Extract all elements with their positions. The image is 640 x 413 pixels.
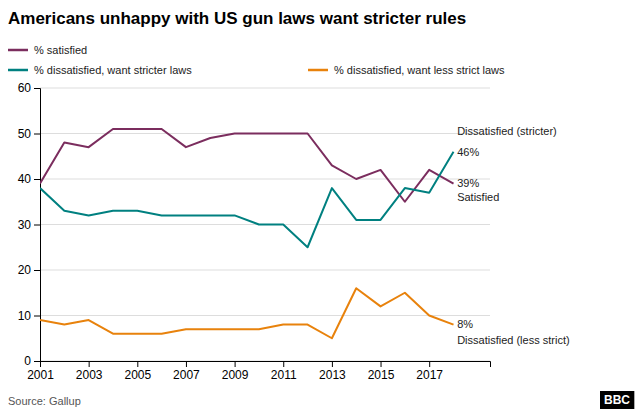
tick-mark bbox=[34, 179, 40, 180]
tick-label: 2013 bbox=[319, 368, 346, 382]
tick-label: 2015 bbox=[368, 368, 395, 382]
source: Source: Gallup bbox=[8, 395, 81, 407]
plot: 2001 2003 2005 2007 2009 2011 2013 2015 2017 0 10 2… bbox=[18, 81, 570, 381]
legend-label: % dissatisfied, want stricter laws bbox=[34, 64, 192, 76]
title: Americans unhappy with US gun laws want … bbox=[8, 9, 466, 28]
tick: 2011 bbox=[271, 361, 297, 382]
tick-mark bbox=[429, 361, 430, 367]
tick-label: 2011 bbox=[271, 368, 297, 382]
annotation: 39% bbox=[457, 177, 479, 189]
legend-swatch bbox=[308, 69, 328, 72]
tick: 60 bbox=[18, 81, 40, 95]
y-axis: 0 10 20 30 40 50 60 bbox=[18, 81, 41, 368]
tick-mark bbox=[34, 361, 40, 362]
x-axis: 2001 2003 2005 2007 2009 2011 2013 2015 2017 bbox=[27, 361, 490, 382]
logo: BBC bbox=[600, 391, 634, 409]
tick-label: 20 bbox=[18, 263, 32, 277]
tick-label: 40 bbox=[18, 172, 32, 186]
annotations: Dissatisfied (stricter) 46% 39% Satisfied 8%… bbox=[457, 125, 569, 346]
tick-mark bbox=[283, 361, 284, 367]
tick-mark bbox=[332, 361, 333, 367]
tick: 2005 bbox=[124, 361, 151, 382]
tick: 2001 bbox=[27, 361, 54, 382]
tick-label: 2009 bbox=[222, 368, 249, 382]
annotation: Satisfied bbox=[457, 191, 499, 203]
tick-mark bbox=[186, 361, 187, 367]
line bbox=[40, 152, 454, 248]
tick-label: 2003 bbox=[76, 368, 103, 382]
tick: 2003 bbox=[76, 361, 103, 382]
axis-line bbox=[34, 89, 41, 362]
tick-label: 2005 bbox=[124, 368, 151, 382]
tick-mark bbox=[89, 361, 90, 367]
annotation: 46% bbox=[457, 146, 479, 158]
tick-mark bbox=[235, 361, 236, 367]
annotation: Dissatisfied (stricter) bbox=[457, 125, 557, 137]
legend-item: % satisfied bbox=[8, 44, 87, 56]
tick-label: 2001 bbox=[27, 368, 54, 382]
tick: 2009 bbox=[222, 361, 249, 382]
legend: % satisfied % dissatisfied, want stricter… bbox=[8, 44, 505, 76]
tick-label: 10 bbox=[18, 309, 32, 323]
axis-line bbox=[41, 362, 491, 368]
logo-text: BBC bbox=[604, 393, 630, 407]
tick-mark bbox=[34, 225, 40, 226]
line bbox=[40, 288, 454, 338]
annotation: Dissatisfied (less strict) bbox=[457, 334, 569, 346]
tick-mark bbox=[137, 361, 138, 367]
grid-line bbox=[40, 315, 490, 316]
legend-swatch bbox=[8, 69, 28, 72]
line bbox=[40, 129, 454, 202]
legend-item: % dissatisfied, want stricter laws bbox=[8, 64, 192, 76]
grid bbox=[40, 88, 490, 361]
tick-mark bbox=[34, 270, 40, 271]
annotation: 8% bbox=[457, 318, 473, 330]
logo-box bbox=[600, 391, 634, 409]
tick: 2017 bbox=[416, 361, 443, 382]
legend-label: % satisfied bbox=[34, 44, 87, 56]
lines bbox=[40, 129, 454, 338]
tick: 2013 bbox=[319, 361, 346, 382]
tick-label: 2017 bbox=[416, 368, 443, 382]
tick: 20 bbox=[18, 263, 40, 277]
tick: 50 bbox=[18, 127, 40, 141]
tick-mark bbox=[381, 361, 382, 367]
tick-label: 0 bbox=[24, 354, 31, 368]
grid-line bbox=[40, 88, 490, 89]
tick: 30 bbox=[18, 218, 40, 232]
chart: 2001 2003 2005 2007 2009 2011 2013 2015 2017 0 10 2… bbox=[0, 0, 640, 413]
tick: 2015 bbox=[368, 361, 395, 382]
tick-label: 50 bbox=[18, 127, 32, 141]
tick-mark bbox=[34, 134, 40, 135]
tick-mark bbox=[34, 88, 40, 89]
legend-label: % dissatisfied, want less strict laws bbox=[334, 64, 505, 76]
tick-label: 30 bbox=[18, 218, 32, 232]
grid-line bbox=[40, 270, 490, 271]
legend-swatch bbox=[8, 49, 28, 52]
tick: 0 bbox=[24, 354, 40, 368]
tick-label: 60 bbox=[18, 81, 32, 95]
tick-label: 2007 bbox=[173, 368, 200, 382]
tick: 10 bbox=[18, 309, 40, 323]
tick: 40 bbox=[18, 172, 40, 186]
legend-item: % dissatisfied, want less strict laws bbox=[308, 64, 505, 76]
tick: 2007 bbox=[173, 361, 200, 382]
tick-mark bbox=[34, 316, 40, 317]
